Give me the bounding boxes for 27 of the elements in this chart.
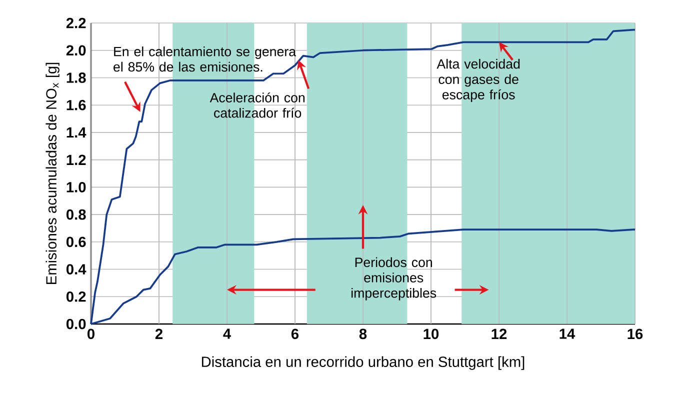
annotation: Alta velocidad con gases de escape fríos (436, 58, 520, 102)
y-tick-label: 2.2 (66, 18, 86, 28)
y-tick-label: 1.6 (66, 100, 86, 110)
annotation: Aceleración con catalizador frío (210, 92, 305, 118)
y-tick-label: 1.0 (66, 182, 86, 192)
x-tick-label: 14 (560, 328, 576, 339)
y-tick-label: 0.0 (66, 318, 86, 330)
x-tick-label: 0 (88, 328, 94, 340)
x-axis-title: Distancia en un recorrido urbano en Stuttgart [km] (202, 356, 524, 370)
x-tick-label: 2 (155, 328, 162, 339)
y-tick-label: 0.6 (66, 236, 86, 248)
y-tick-label: 0.2 (66, 291, 86, 302)
x-tick-label: 10 (424, 328, 439, 340)
y-tick-label: 1.8 (66, 72, 86, 83)
y-tick-label: 0.8 (66, 209, 86, 220)
y-tick-label: 2.0 (66, 45, 86, 56)
annotation: En el calentamiento se genera el 85% de las emisiones. (114, 46, 296, 72)
y-tick-label: 1.2 (66, 154, 86, 165)
y-axis-title: Emisiones acumuladas de NO$_{x}$ [g] (46, 62, 60, 284)
y-tick-label: 0.4 (66, 264, 86, 274)
y-tick-label: 1.4 (66, 127, 86, 138)
x-tick-label: 12 (492, 328, 507, 339)
annotation: Periodos con emisiones imperceptibles (352, 257, 436, 300)
x-tick-label: 4 (223, 328, 231, 339)
x-tick-label: 8 (359, 328, 367, 340)
x-tick-label: 6 (291, 328, 299, 340)
x-tick-label: 16 (628, 328, 643, 340)
